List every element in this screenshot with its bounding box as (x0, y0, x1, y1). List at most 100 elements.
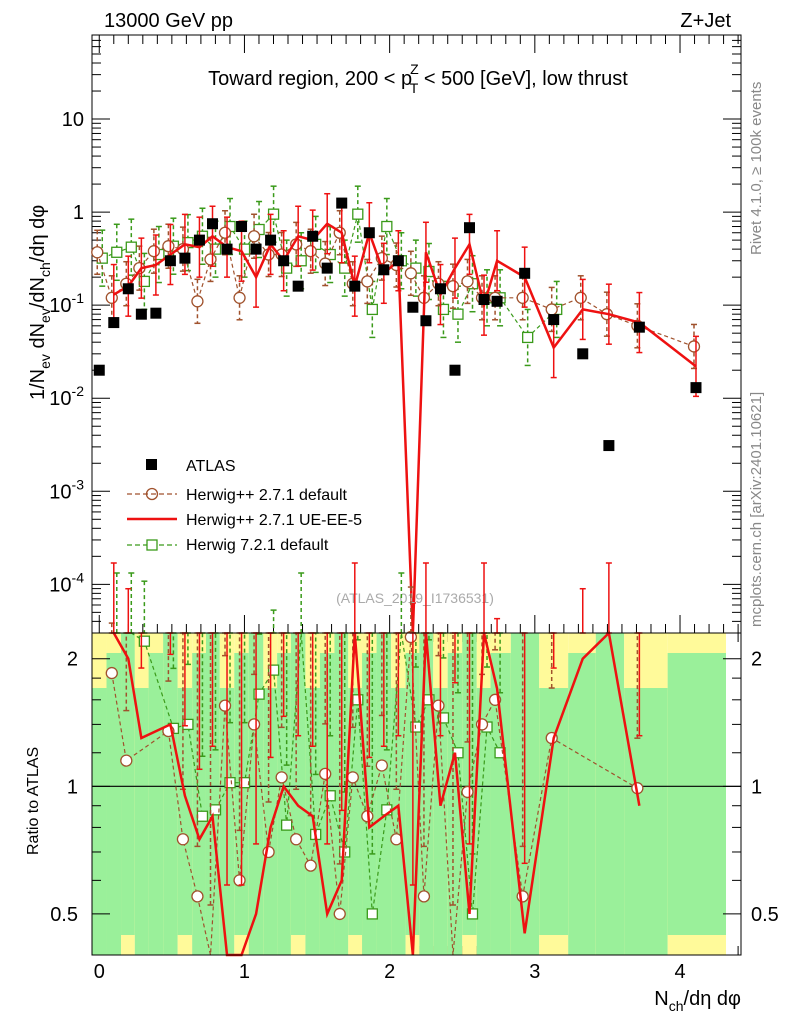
ratio-uncertainty-band-inner (192, 653, 206, 955)
ratio-herwig-default-point (247, 718, 261, 731)
ratio-uncertainty-band-inner (148, 653, 164, 955)
ratio-uncertainty-band-inner (92, 688, 107, 955)
herwig-default-point (361, 275, 374, 288)
atlas-data-point (434, 283, 446, 295)
main-y-tick-label: 10-3 (49, 476, 84, 503)
herwig-721-point (522, 331, 534, 344)
ratio-herwig-default-point (275, 771, 288, 784)
main-y-tick-label: 10 (62, 109, 84, 131)
atlas-data-point (349, 280, 361, 292)
herwig-default-point (574, 291, 587, 304)
ratio-uncertainty-band-inner (348, 688, 363, 935)
atlas-data-point (463, 222, 475, 234)
herwig-default-point (687, 340, 701, 353)
main-panel-layer: 10-4 10-3 10-2 10-1 1 10 (49, 34, 741, 634)
legend-marker-atlas (146, 459, 157, 470)
ratio-herwig-default-point (233, 874, 246, 887)
atlas-data-point (449, 364, 461, 376)
atlas-data-point (548, 314, 560, 326)
ratio-y-tick-label: 2 (67, 649, 78, 671)
atlas-data-point (164, 255, 176, 267)
plot-title-rest: < 500 [GeV], low thrust (418, 68, 628, 90)
ratio-y-tick-label-right: 1 (751, 776, 762, 798)
herwig-default-point (545, 303, 558, 316)
legend: ATLAS Herwig++ 2.7.1 default Herwig++ 2.… (127, 458, 362, 554)
herwig-721-point (452, 308, 464, 320)
ratio-herwig-default-point (432, 699, 445, 712)
header-left: 13000 GeV pp (104, 10, 233, 32)
herwig-default-point (404, 267, 418, 280)
plot-title: Toward region, 200 < pZ T < 500 [GeV], lo… (208, 61, 628, 96)
herwig-721-point (423, 265, 435, 278)
ratio-uncertainty-band-inner (362, 653, 377, 955)
ratio-y-tick-label-right: 2 (751, 649, 762, 671)
ratio-uncertainty-band-inner (595, 633, 625, 955)
ratio-uncertainty-band-inner (134, 688, 149, 955)
main-y-tick-label: 10-2 (49, 383, 84, 410)
mcplots-label: mcplots.cern.ch [arXiv:2401.10621] (748, 392, 765, 627)
ratio-herwig-721-point (238, 777, 251, 789)
ratio-herwig-default-point (333, 907, 346, 921)
herwig-default-point (516, 291, 529, 304)
ratio-uncertainty-band-inner (263, 688, 278, 955)
ratio-herwig-721-point (224, 777, 236, 789)
ratio-herwig-721-point (138, 635, 151, 647)
ratio-uncertainty-band-inner (290, 633, 306, 935)
atlas-data-point (336, 197, 348, 209)
atlas-data-point (265, 234, 277, 246)
atlas-data-point (93, 364, 105, 376)
atlas-data-point (321, 262, 333, 274)
ratio-uncertainty-band-inner (177, 688, 193, 935)
atlas-data-point (135, 308, 147, 320)
atlas-data-point (407, 301, 419, 313)
ratio-herwig-default-point (346, 771, 359, 784)
ratio-y-tick-label-right: 0.5 (751, 904, 779, 926)
ratio-herwig-default-point (417, 890, 431, 903)
ratio-herwig-721-point (452, 747, 464, 759)
atlas-data-point (392, 255, 404, 267)
ratio-uncertainty-band-inner (121, 633, 135, 935)
ratio-herwig-721-point (253, 688, 265, 700)
herwig-721-point (125, 241, 137, 253)
ratio-herwig-721-point (466, 908, 479, 920)
atlas-data-point (278, 255, 290, 267)
legend-label-herwig-ueee5: Herwig++ 2.7.1 UE-EE-5 (186, 512, 362, 529)
ratio-herwig-default-point (375, 759, 388, 772)
herwig-721-point (209, 243, 222, 255)
herwig-default-point (191, 295, 204, 308)
ratio-uncertainty-band-inner (277, 653, 291, 955)
herwig-default-point (91, 246, 104, 259)
atlas-data-point (207, 218, 219, 230)
ratio-herwig-721-point (196, 810, 209, 822)
ratio-herwig-default-point (176, 833, 190, 846)
ratio-uncertainty-band-inner (447, 653, 463, 955)
herwig-default-point (204, 253, 217, 266)
ratio-herwig-default-point (461, 785, 474, 799)
atlas-data-point (122, 283, 134, 295)
herwig-721-point (366, 303, 378, 316)
ratio-panel-layer: 0 1 2 3 4 0.5 0.5 1 1 2 2 (50, 562, 779, 983)
atlas-data-point (603, 440, 615, 452)
herwig-default-point (162, 240, 175, 253)
main-y-tick-label: 10-1 (49, 290, 84, 317)
ratio-herwig-default-line (111, 637, 638, 956)
herwig-default-point (233, 291, 246, 304)
ratio-panel-frame (91, 632, 742, 956)
herwig-default-point (461, 275, 474, 288)
ratio-uncertainty-band-inner (624, 688, 668, 955)
atlas-data-point (378, 264, 390, 276)
ratio-herwig-721-point (267, 664, 280, 676)
ratio-herwig-default-point (191, 890, 204, 903)
legend-marker-herwig-721 (146, 539, 158, 551)
legend-label-herwig-default: Herwig++ 2.7.1 default (186, 487, 348, 504)
legend-label-herwig-721: Herwig 7.2.1 default (186, 537, 329, 554)
atlas-data-point (307, 230, 319, 242)
ratio-y-tick-label: 0.5 (50, 904, 78, 926)
atlas-data-point (577, 348, 589, 360)
legend-label-atlas: ATLAS (186, 458, 236, 475)
atlas-data-point (150, 307, 162, 319)
ratio-herwig-721-point (209, 804, 222, 816)
atlas-data-point (292, 280, 304, 292)
atlas-data-point (363, 227, 375, 239)
herwig-721-point (352, 208, 364, 220)
